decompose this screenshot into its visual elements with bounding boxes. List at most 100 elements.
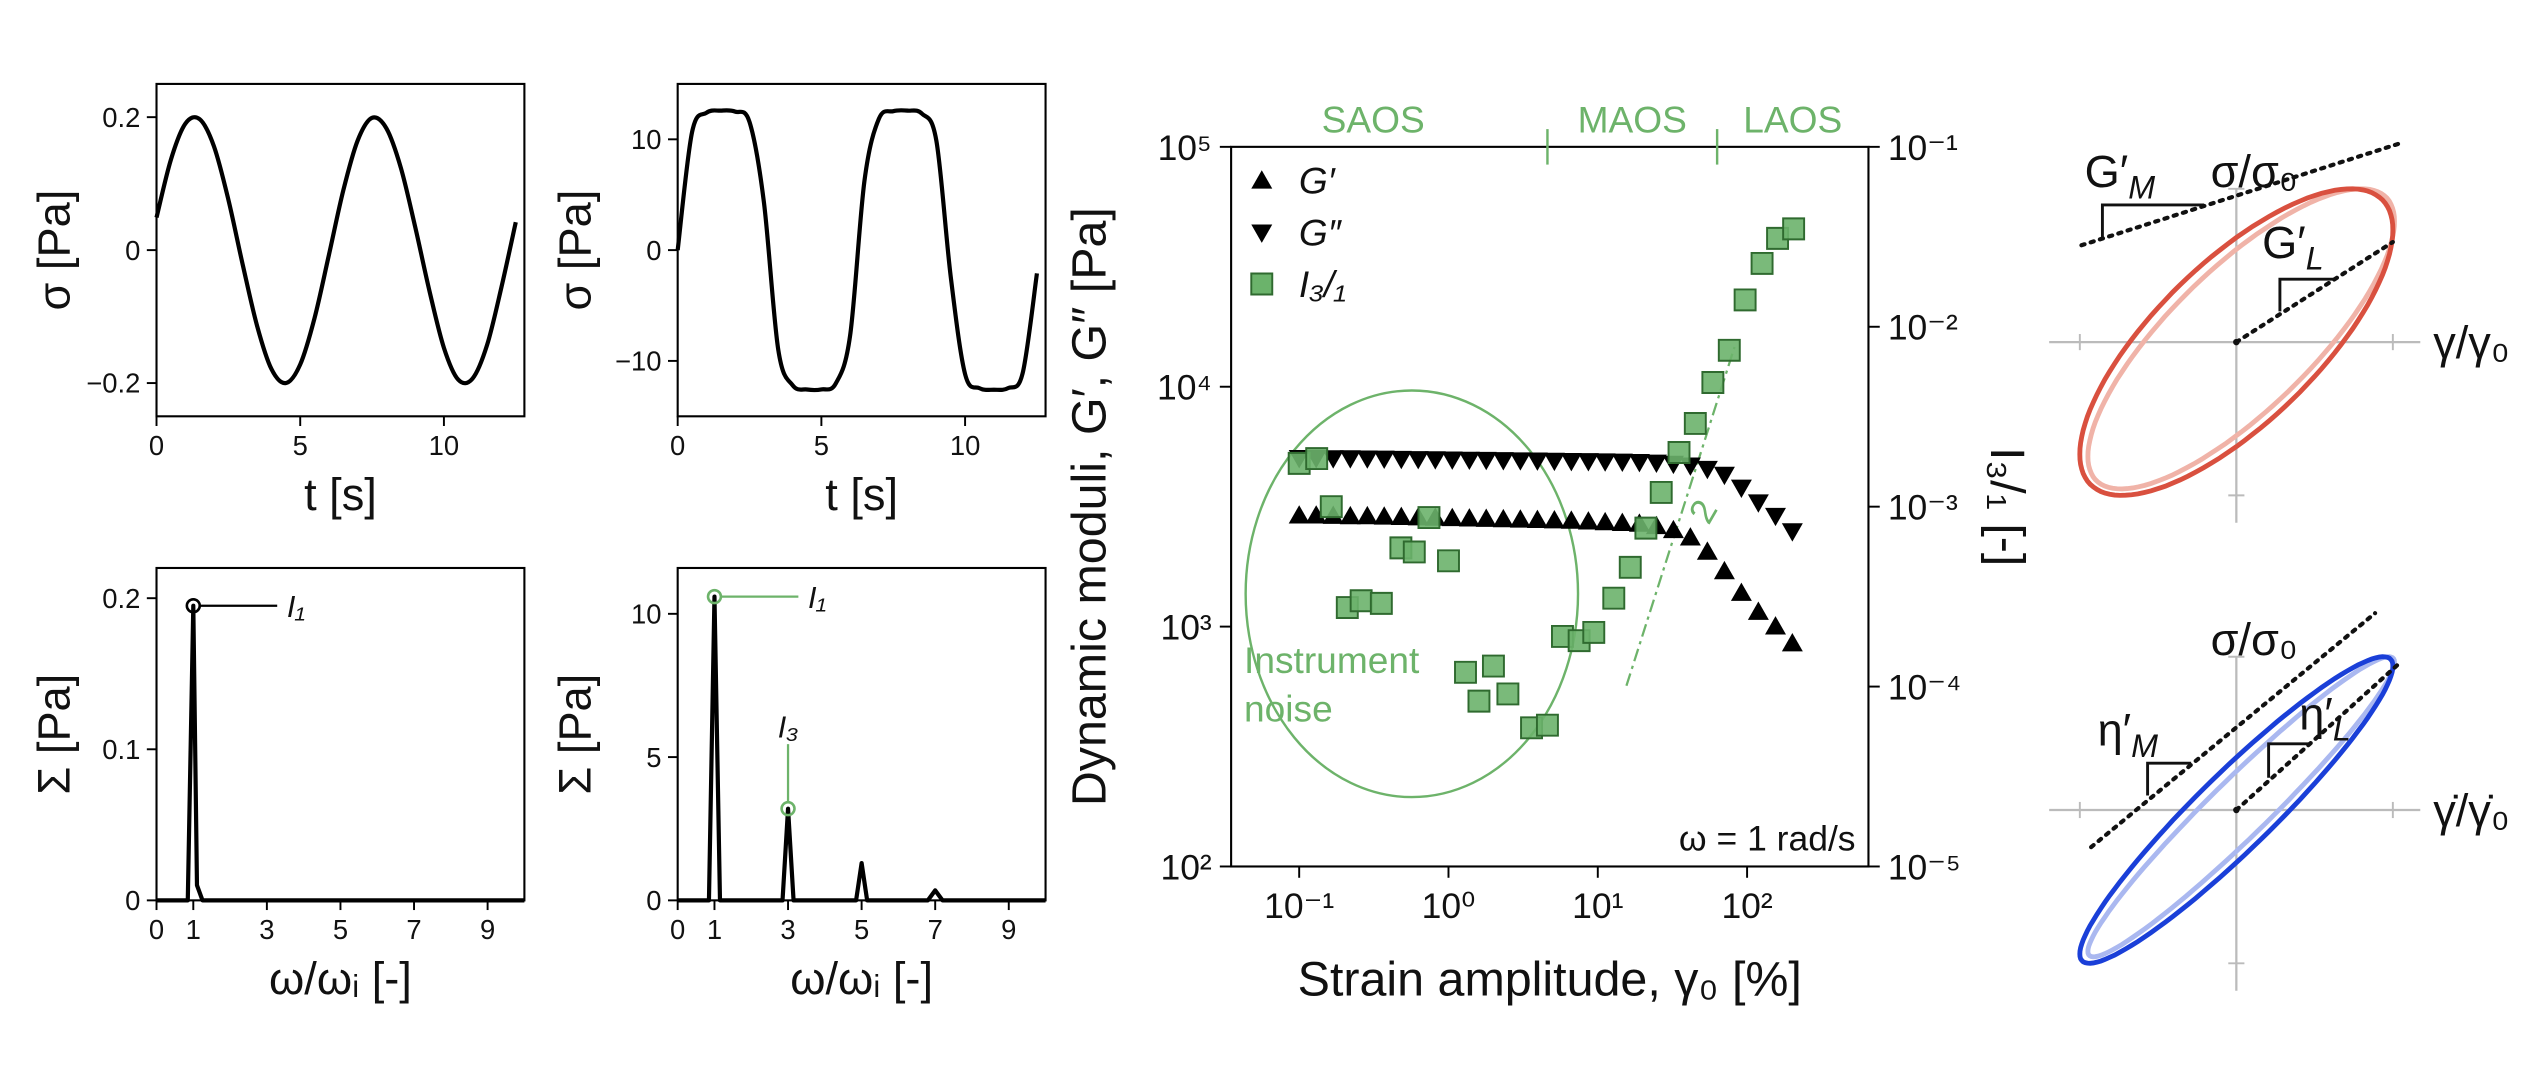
regime-label: LAOS <box>1743 98 1842 140</box>
data-point <box>1441 451 1463 470</box>
lissajous-loop-light <box>2085 186 2397 492</box>
data-point <box>1458 451 1480 471</box>
y-axis-label: Σ [Pa] <box>28 674 79 795</box>
slope-name-sub: L <box>2306 240 2324 276</box>
x-tick-label: 7 <box>928 914 943 945</box>
data-point <box>1319 495 1343 519</box>
y-axis-label: Dynamic moduli, G′, G″ [Pa] <box>1062 207 1116 806</box>
data-point <box>1390 450 1412 470</box>
data-point <box>1765 507 1786 527</box>
y-axis-label: σ [Pa] <box>550 190 601 311</box>
data-point <box>1305 505 1327 524</box>
tangent-line <box>2079 139 2407 248</box>
y-tick-label: 0.2 <box>102 102 140 133</box>
data-point <box>1373 450 1395 470</box>
regime-label: MAOS <box>1578 98 1687 140</box>
noise-label: noise <box>1244 687 1333 729</box>
data-point <box>1349 589 1373 613</box>
data-point <box>1750 251 1774 275</box>
data-point <box>1611 512 1633 531</box>
x-tick-label: 3 <box>259 914 274 945</box>
x-tick-label: 7 <box>406 914 421 945</box>
y-tick-label: 0 <box>125 885 140 916</box>
x-tick-label: 5 <box>333 914 348 945</box>
data-point <box>1441 507 1463 527</box>
data-point <box>1667 441 1691 464</box>
x-tick-label: 5 <box>854 914 869 945</box>
diagram-x-label: γ/γ₀ <box>2433 317 2509 368</box>
y2-tick-label: 10⁻¹ <box>1888 128 1958 168</box>
condition-label: ω = 1 rad/s <box>1679 818 1856 858</box>
data-point <box>1602 586 1626 610</box>
data-point <box>1356 450 1378 469</box>
x-tick-label: 10⁰ <box>1422 886 1476 926</box>
data-point <box>1437 549 1460 573</box>
data-point <box>1467 689 1491 713</box>
y2-tick-label: 10⁻⁴ <box>1888 667 1961 707</box>
data-point <box>1577 511 1599 530</box>
data-point <box>1747 601 1769 620</box>
data-point <box>1634 516 1658 540</box>
tangent-line <box>2234 239 2395 345</box>
data-point <box>1713 560 1735 580</box>
data-point <box>1339 505 1361 525</box>
x-tick-label: 1 <box>186 914 201 945</box>
y-tick-label: 10⁵ <box>1158 128 1212 168</box>
data-point <box>1543 452 1565 472</box>
x-tick-label: 10⁻¹ <box>1264 886 1334 926</box>
data-point <box>1560 452 1582 472</box>
data-point <box>1373 506 1395 525</box>
data-point <box>1717 338 1741 362</box>
noise-region <box>1244 389 1580 799</box>
slope-triangle <box>2146 761 2192 796</box>
slope-name-sub: L <box>2333 712 2351 748</box>
data-point <box>1577 453 1599 472</box>
data-point <box>1628 454 1650 473</box>
regime-label: SAOS <box>1322 98 1425 140</box>
legend-marker <box>1251 224 1273 243</box>
x-axis-label: Strain amplitude, γ₀ [%] <box>1298 953 1802 1007</box>
line-series <box>156 603 525 903</box>
data-point <box>1305 447 1329 471</box>
y2-tick-label: 10⁻² <box>1888 308 1958 348</box>
data-point <box>1594 453 1616 472</box>
noise-label: Instrument <box>1244 639 1420 681</box>
data-point <box>1781 633 1803 652</box>
slope-name-sub: M <box>2128 169 2155 205</box>
slope-name: G′L <box>2262 217 2324 276</box>
legend-marker <box>1250 272 1274 296</box>
origin-dot <box>2233 806 2240 814</box>
data-point <box>1509 509 1531 528</box>
data-point <box>1509 452 1531 471</box>
legend-label: I₃/₁ <box>1299 263 1346 305</box>
slope-name: η′L <box>2299 688 2351 747</box>
y-tick-label: 10² <box>1160 847 1211 887</box>
y-tick-label: −10 <box>615 346 662 377</box>
tangent-line <box>2234 662 2400 813</box>
legend-label: G′ <box>1299 160 1337 202</box>
y-tick-label: 0 <box>125 235 140 266</box>
data-point <box>1339 450 1361 469</box>
legend-marker <box>1251 170 1273 189</box>
slope-triangle <box>2100 203 2205 238</box>
y2-axis-label: I₃/₁ [-] <box>1980 447 2034 566</box>
data-point <box>1492 508 1514 528</box>
data-point <box>1369 591 1393 615</box>
x-tick-label: 10 <box>950 430 980 461</box>
data-point <box>1492 452 1514 471</box>
y-tick-label: 0 <box>646 235 661 266</box>
y-axis-label: Σ [Pa] <box>550 674 601 795</box>
diagram-y-label: σ/σ₀ <box>2211 146 2298 197</box>
y-tick-label: 10 <box>631 124 661 155</box>
slope-name-base: G′ <box>2085 146 2129 197</box>
data-point <box>1679 527 1701 546</box>
y-tick-label: 10³ <box>1160 608 1211 648</box>
slope-name: η′M <box>2098 704 2159 763</box>
data-point <box>1645 454 1667 474</box>
x-axis-label: ω/ωᵢ [-] <box>790 953 933 1004</box>
slope-label: 2 <box>1681 493 1726 530</box>
plot-frame <box>155 82 526 418</box>
data-point <box>1417 506 1441 530</box>
origin-dot <box>2233 338 2240 346</box>
